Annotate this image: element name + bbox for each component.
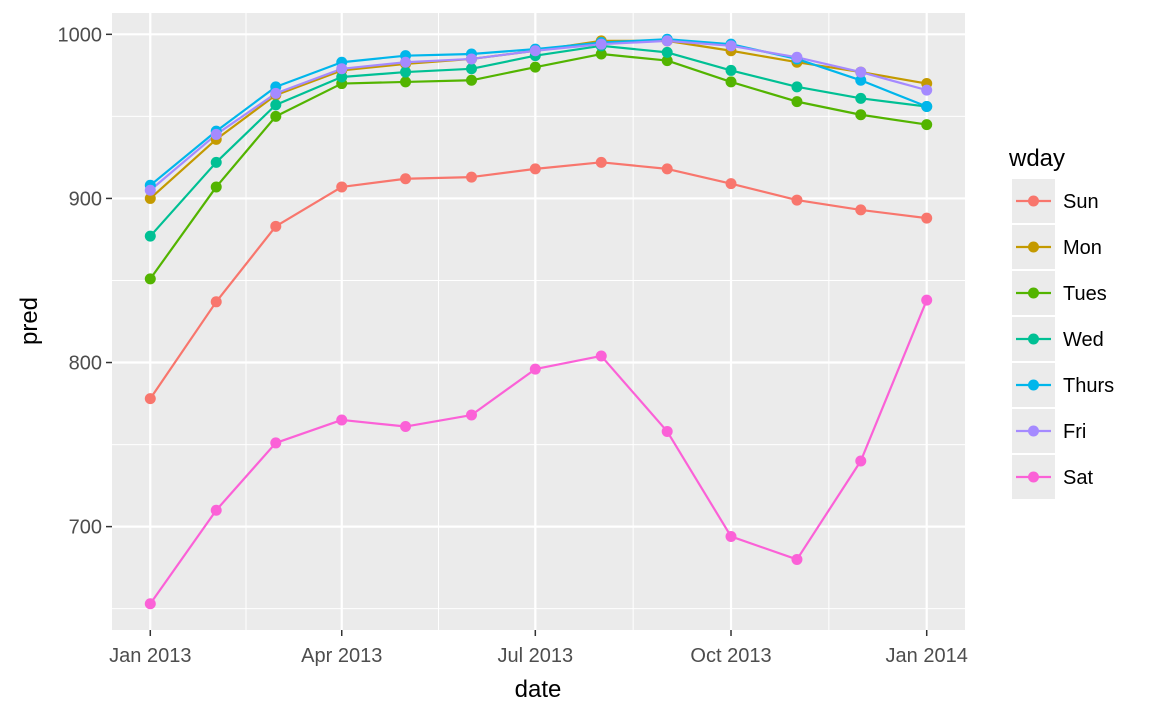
data-point-sat: [270, 437, 282, 449]
data-point-tues: [529, 61, 541, 73]
data-point-sat: [144, 598, 156, 610]
legend-label-wed: Wed: [1063, 329, 1104, 351]
legend-key-point: [1028, 195, 1039, 207]
y-axis-title: pred: [16, 297, 43, 345]
data-point-sat: [595, 350, 607, 362]
data-point-wed: [855, 92, 867, 104]
data-point-fri: [725, 40, 737, 52]
data-point-sat: [336, 414, 348, 426]
data-point-wed: [791, 81, 803, 93]
data-point-sun: [791, 194, 803, 206]
x-tick-label: Oct 2013: [690, 645, 771, 667]
data-point-sun: [661, 163, 673, 175]
data-point-sat: [210, 504, 222, 516]
x-tick-label: Apr 2013: [301, 645, 382, 667]
data-point-sat: [921, 294, 933, 306]
y-tick-label: 900: [69, 188, 102, 210]
data-point-sun: [595, 156, 607, 168]
data-point-sun: [529, 163, 541, 175]
legend-label-tues: Tues: [1063, 283, 1107, 305]
data-point-tues: [725, 76, 737, 88]
data-point-tues: [144, 273, 156, 285]
legend-key-point: [1028, 333, 1039, 345]
data-point-fri: [400, 56, 412, 68]
data-point-sun: [855, 204, 867, 216]
data-point-thurs: [855, 74, 867, 86]
data-point-mon: [144, 192, 156, 204]
data-point-sat: [465, 409, 477, 421]
y-tick-label: 1000: [58, 24, 103, 46]
data-point-sun: [270, 220, 282, 232]
data-point-sun: [144, 393, 156, 405]
plot-panel: [112, 13, 965, 630]
data-point-wed: [400, 66, 412, 78]
legend: wday Sun Mon Tues Wed Thurs Fri Sat: [1008, 145, 1114, 499]
data-point-tues: [661, 55, 673, 67]
data-point-tues: [270, 110, 282, 122]
data-point-sat: [400, 421, 412, 433]
data-point-sat: [725, 530, 737, 542]
series-points: [144, 33, 933, 610]
data-point-sun: [921, 212, 933, 224]
legend-key-point: [1028, 379, 1039, 391]
data-point-fri: [336, 63, 348, 75]
data-point-wed: [144, 230, 156, 242]
data-point-fri: [144, 184, 156, 196]
data-point-sun: [400, 173, 412, 185]
data-point-fri: [529, 45, 541, 57]
y-tick-label: 700: [69, 517, 102, 539]
x-tick-label: Jan 2013: [109, 645, 191, 667]
data-point-fri: [791, 51, 803, 63]
data-point-thurs: [921, 101, 933, 113]
major-gridlines: [112, 13, 965, 630]
data-point-sat: [529, 363, 541, 375]
data-point-wed: [210, 156, 222, 168]
data-point-fri: [921, 84, 933, 96]
data-point-tues: [791, 96, 803, 108]
legend-label-thurs: Thurs: [1063, 375, 1114, 397]
y-tick-label: 800: [69, 353, 102, 375]
data-point-fri: [210, 128, 222, 140]
legend-key-point: [1028, 471, 1039, 483]
data-point-sat: [791, 553, 803, 565]
legend-label-fri: Fri: [1063, 421, 1086, 443]
minor-gridlines: [112, 13, 965, 630]
data-point-sat: [855, 455, 867, 467]
legend-label-sun: Sun: [1063, 191, 1099, 213]
legend-title: wday: [1008, 145, 1065, 172]
legend-key-point: [1028, 241, 1039, 253]
data-point-wed: [336, 71, 348, 83]
data-point-tues: [400, 76, 412, 88]
data-point-fri: [465, 53, 477, 65]
data-point-fri: [595, 38, 607, 50]
legend-key-point: [1028, 287, 1039, 299]
data-point-tues: [595, 48, 607, 60]
x-tick-label: Jul 2013: [497, 645, 573, 667]
x-axis-title: date: [515, 676, 562, 703]
x-tick-label: Jan 2014: [886, 645, 968, 667]
data-point-sat: [661, 425, 673, 437]
data-point-wed: [661, 46, 673, 58]
data-point-tues: [210, 181, 222, 193]
data-point-tues: [855, 109, 867, 121]
data-point-fri: [855, 66, 867, 78]
data-point-tues: [921, 119, 933, 131]
data-point-fri: [661, 35, 673, 47]
data-point-tues: [465, 74, 477, 86]
legend-label-sat: Sat: [1063, 467, 1093, 489]
legend-key-point: [1028, 425, 1039, 437]
data-point-sun: [336, 181, 348, 193]
data-point-sun: [210, 296, 222, 308]
data-point-wed: [465, 63, 477, 75]
data-point-wed: [270, 99, 282, 111]
x-axis: Jan 2013 Apr 2013 Jul 2013 Oct 2013 Jan 2014: [109, 630, 968, 667]
data-point-fri: [270, 87, 282, 99]
legend-label-mon: Mon: [1063, 237, 1102, 259]
data-point-sun: [725, 178, 737, 190]
data-point-sun: [465, 171, 477, 183]
data-point-wed: [725, 64, 737, 76]
y-axis: 700 800 900 1000: [58, 24, 112, 539]
